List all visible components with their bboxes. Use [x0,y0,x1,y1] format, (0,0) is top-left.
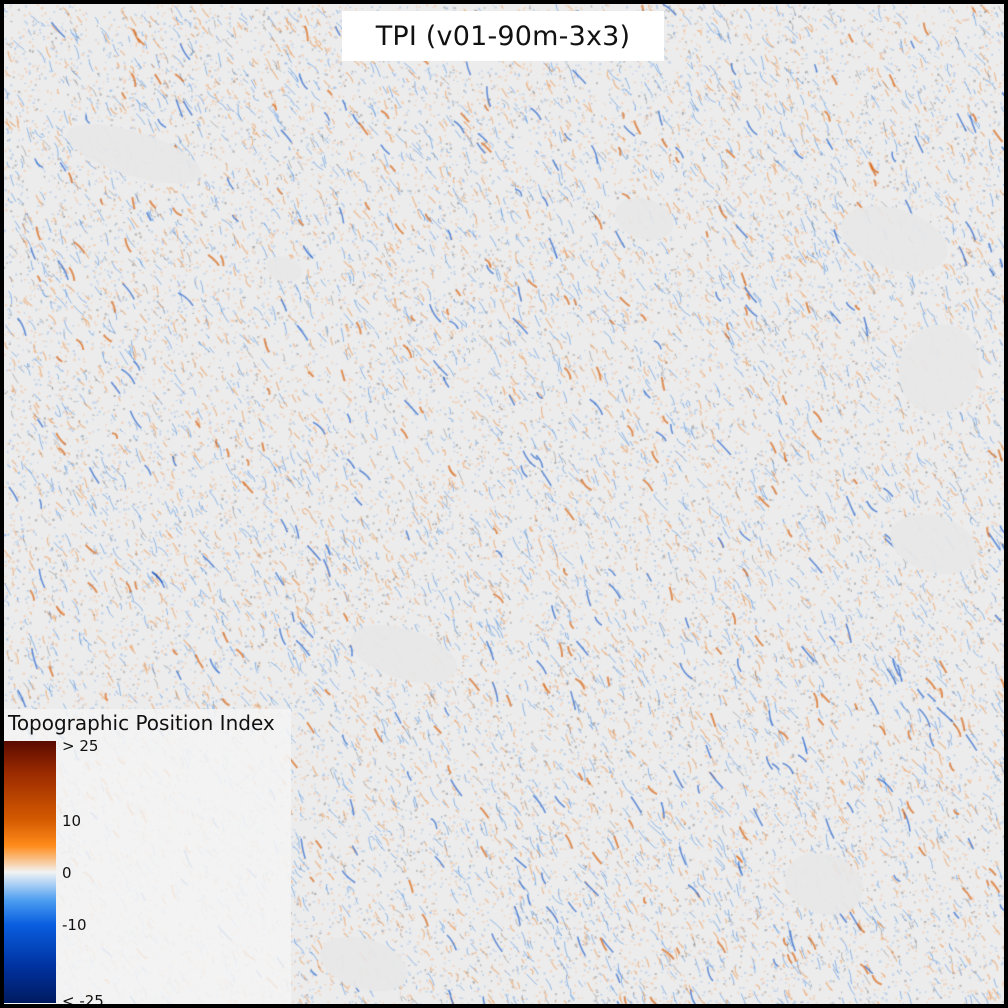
legend-tick-label: > 25 [62,737,99,755]
map-title: TPI (v01-90m-3x3) [375,20,631,52]
legend-colorbar [4,741,56,1003]
legend-tick-label: 0 [62,864,72,882]
legend-tick-label: 10 [62,812,82,830]
legend-tick-label: -10 [62,916,87,934]
legend-tick-label: < -25 [62,992,104,1008]
legend-panel: Topographic Position Index > 25 10 0 -10… [4,709,291,1004]
legend-title: Topographic Position Index [8,711,275,735]
map-title-box: TPI (v01-90m-3x3) [342,11,664,61]
